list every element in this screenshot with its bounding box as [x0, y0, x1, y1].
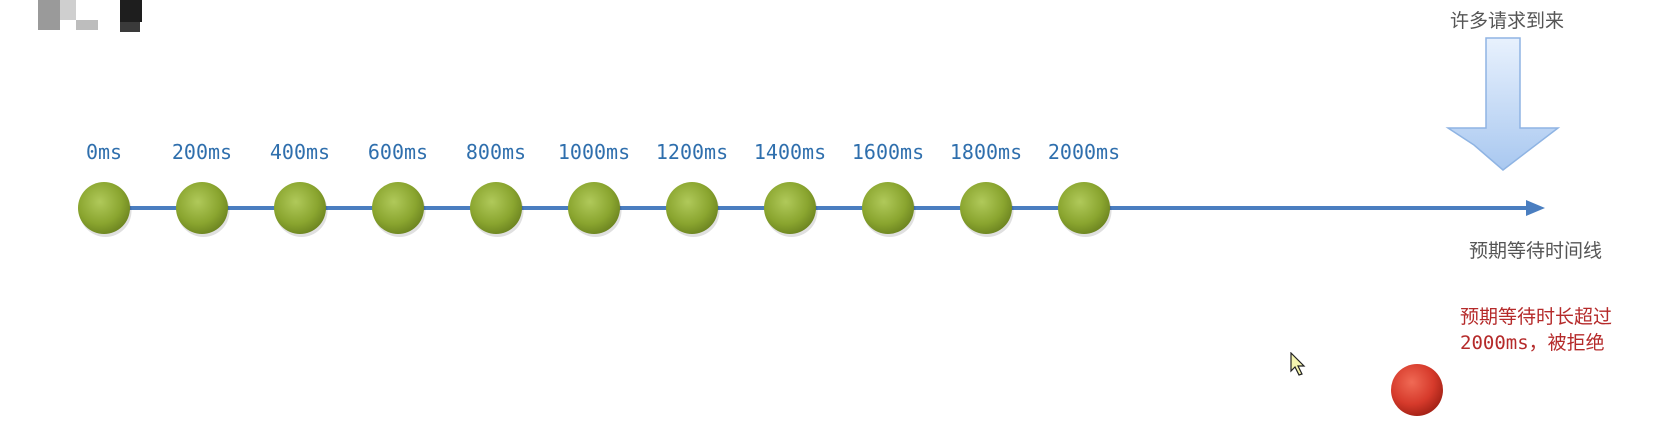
tick-label-1000ms: 1000ms: [557, 140, 631, 164]
time-slot-200ms: [176, 182, 228, 234]
mouse-cursor-icon: [1290, 352, 1306, 376]
tick-label-800ms: 800ms: [465, 140, 527, 164]
incoming-requests-arrow-icon: [1445, 37, 1561, 171]
tick-label-1400ms: 1400ms: [753, 140, 827, 164]
tick-label-400ms: 400ms: [269, 140, 331, 164]
time-slot-1400ms: [764, 182, 816, 234]
tick-label-0ms: 0ms: [85, 140, 123, 164]
time-slot-2000ms: [1058, 182, 1110, 234]
time-slot-600ms: [372, 182, 424, 234]
timeline-axis-arrowhead: [1526, 200, 1545, 216]
time-slot-400ms: [274, 182, 326, 234]
rejection-note-line2: 2000ms，被拒绝: [1460, 332, 1605, 354]
tick-label-600ms: 600ms: [367, 140, 429, 164]
logo-mark: [38, 0, 158, 32]
tick-label-1600ms: 1600ms: [851, 140, 925, 164]
time-slot-0ms: [78, 182, 130, 234]
time-slot-800ms: [470, 182, 522, 234]
tick-label-1200ms: 1200ms: [655, 140, 729, 164]
timeline-axis-label: 预期等待时间线: [1469, 240, 1603, 262]
tick-label-200ms: 200ms: [171, 140, 233, 164]
time-slots: [78, 182, 1112, 237]
time-slot-1600ms: [862, 182, 914, 234]
incoming-requests-label: 许多请求到来: [1450, 10, 1565, 32]
time-slot-1800ms: [960, 182, 1012, 234]
time-slot-1200ms: [666, 182, 718, 234]
rejection-note: 预期等待时长超过 2000ms，被拒绝: [1460, 304, 1612, 356]
rejection-note-line1: 预期等待时长超过: [1460, 306, 1613, 328]
tick-label-1800ms: 1800ms: [949, 140, 1023, 164]
rejected-request: [1391, 364, 1443, 416]
tick-label-2000ms: 2000ms: [1047, 140, 1121, 164]
time-slot-1000ms: [568, 182, 620, 234]
